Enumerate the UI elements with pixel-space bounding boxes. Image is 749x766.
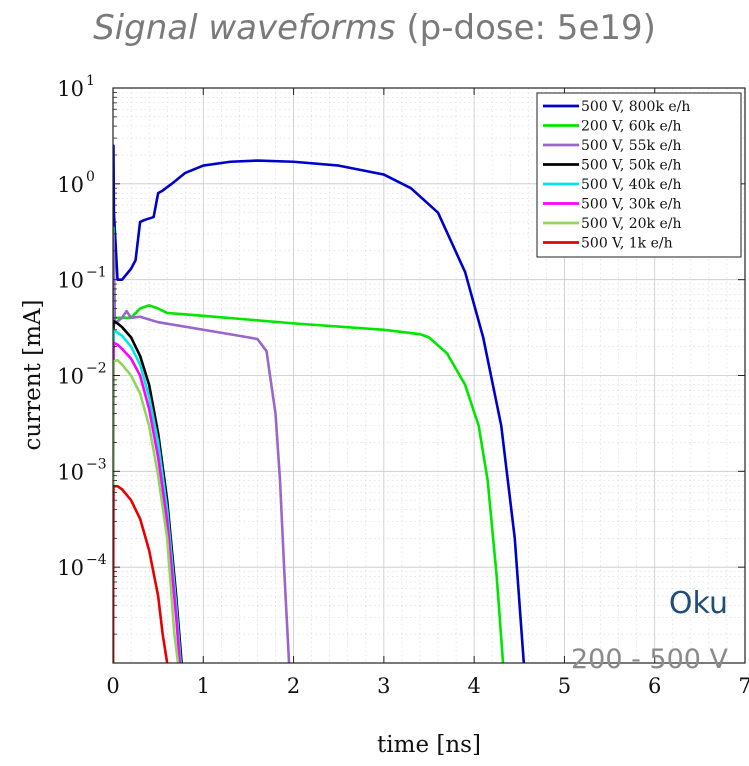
y-tick-label: 10 −2 — [57, 361, 106, 389]
series-line-2 — [113, 232, 291, 663]
y-tick-label: 10 0 — [57, 169, 95, 197]
legend-label: 500 V, 800k e/h — [581, 99, 690, 115]
legend-box — [536, 92, 742, 258]
annotation-voltage-range: 200 - 500 V — [571, 644, 729, 675]
x-tick-label: 5 — [558, 674, 571, 698]
y-tick-label-base: 10 — [57, 460, 84, 484]
legend-item: 500 V, 50k e/h — [543, 158, 682, 174]
y-tick-label-base: 10 — [57, 173, 84, 197]
y-tick-label-exponent: −4 — [86, 552, 107, 568]
legend-item: 500 V, 40k e/h — [543, 177, 682, 193]
legend-item: 500 V, 20k e/h — [543, 216, 682, 232]
legend-label: 500 V, 30k e/h — [581, 197, 682, 213]
chart-title: Signal waveforms (p-dose: 5e19) — [0, 8, 749, 48]
series-line-6 — [113, 358, 180, 663]
legend-label: 500 V, 20k e/h — [581, 216, 682, 232]
annotation-model: Oku — [669, 586, 728, 621]
x-tick-label: 0 — [106, 674, 119, 698]
y-tick-label-exponent: −1 — [86, 265, 107, 281]
y-tick-label: 10 −4 — [57, 552, 106, 580]
x-tick-label: 7 — [738, 674, 749, 698]
chart-title-main: Signal waveforms — [93, 8, 396, 48]
series-line-0 — [113, 144, 526, 663]
y-tick-label-exponent: −3 — [86, 456, 107, 472]
legend-item: 500 V, 1k e/h — [543, 236, 673, 252]
y-tick-label-base: 10 — [57, 269, 84, 293]
legend-item: 500 V, 55k e/h — [543, 138, 682, 154]
y-tick-label-base: 10 — [57, 77, 84, 101]
y-tick-label-exponent: 1 — [86, 73, 95, 89]
legend-label: 500 V, 55k e/h — [581, 138, 682, 154]
y-tick-label-base: 10 — [57, 365, 84, 389]
y-tick-label-exponent: 0 — [86, 169, 95, 185]
chart-title-suffix: (p-dose: 5e19) — [395, 8, 656, 48]
x-tick-label: 3 — [377, 674, 390, 698]
legend-item: 500 V, 800k e/h — [543, 99, 690, 115]
legend-item: 500 V, 30k e/h — [543, 197, 682, 213]
y-tick-label: 10 −1 — [57, 265, 106, 293]
y-axis-label: current [mA] — [20, 299, 46, 450]
legend-label: 200 V, 60k e/h — [581, 119, 682, 135]
x-tick-label: 2 — [287, 674, 300, 698]
series-line-5 — [113, 341, 182, 663]
x-tick-labels: 0 1 2 3 4 5 6 7 — [106, 674, 749, 698]
y-tick-label-base: 10 — [57, 556, 84, 580]
x-tick-label: 1 — [197, 674, 210, 698]
legend-item: 200 V, 60k e/h — [543, 119, 682, 135]
y-tick-label: 10 1 — [57, 73, 95, 101]
x-tick-label: 6 — [648, 674, 661, 698]
x-axis-label: time [ns] — [377, 732, 481, 758]
x-tick-label: 4 — [467, 674, 480, 698]
legend-label: 500 V, 40k e/h — [581, 177, 682, 193]
legend-label: 500 V, 1k e/h — [581, 236, 673, 252]
legend: 500 V, 800k e/h 200 V, 60k e/h 500 V, 55k … — [536, 92, 742, 258]
y-tick-label: 10 −3 — [57, 456, 106, 484]
legend-label: 500 V, 50k e/h — [581, 158, 682, 174]
y-tick-label-exponent: −2 — [86, 361, 107, 377]
